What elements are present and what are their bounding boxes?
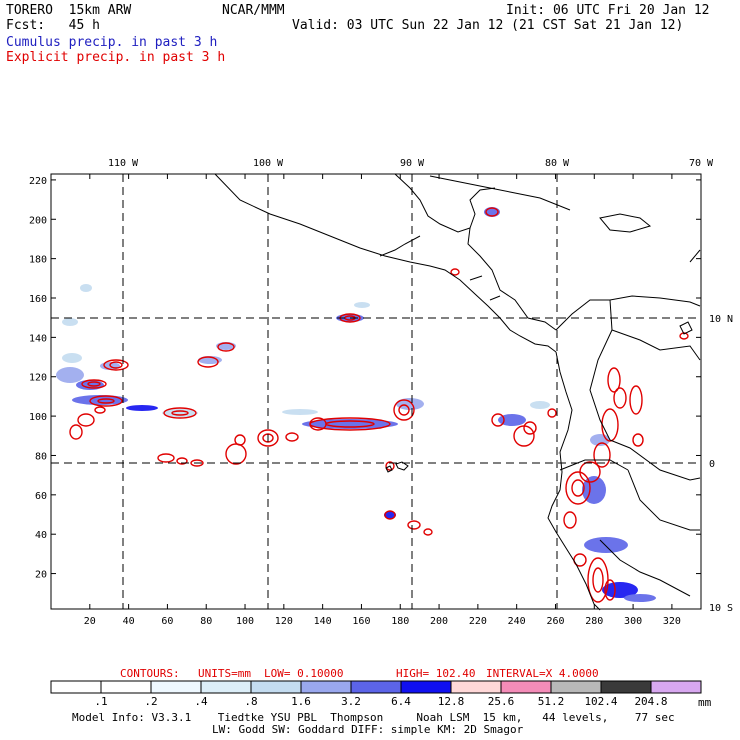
explicit-precip-contours <box>69 207 689 603</box>
contours-low: LOW= 0.10000 <box>264 667 343 680</box>
x-tick-label: 200 <box>430 616 448 627</box>
legend-value: .4 <box>194 695 208 708</box>
y-tick-label: 140 <box>29 333 47 344</box>
legend-value: .8 <box>244 695 257 708</box>
legend-value: 204.8 <box>634 695 667 708</box>
lon-label-80w: 80 W <box>545 158 570 169</box>
contours-high: HIGH= 102.40 <box>396 667 475 680</box>
legend-value: .1 <box>94 695 107 708</box>
x-tick-label: 20 <box>84 616 96 627</box>
y-tick-label: 160 <box>29 294 47 305</box>
y-tick-label: 200 <box>29 215 47 226</box>
cumulus-precip-shading <box>56 207 656 602</box>
field-cumulus-label: Cumulus precip. in past 3 h <box>6 35 218 50</box>
x-tick-label: 220 <box>469 616 487 627</box>
legend-swatch <box>200 680 252 694</box>
y-tick-label: 20 <box>35 570 47 581</box>
color-legend <box>50 680 702 694</box>
contours-label: CONTOURS: <box>120 667 180 680</box>
valid-time: Valid: 03 UTC Sun 22 Jan 12 (21 CST Sat … <box>292 18 684 33</box>
lon-label-90w: 90 W <box>400 158 425 169</box>
legend-swatch <box>250 680 302 694</box>
coastlines <box>214 173 701 611</box>
y-tick-label: 100 <box>29 412 47 423</box>
legend-value: 51.2 <box>538 695 565 708</box>
x-tick-label: 240 <box>508 616 526 627</box>
y-tick-label: 120 <box>29 373 47 384</box>
legend-swatch <box>100 680 152 694</box>
legend-value: 1.6 <box>291 695 311 708</box>
contours-units: UNITS=mm <box>198 667 251 680</box>
model-physics: LW: Godd SW: Goddard DIFF: simple KM: 2D… <box>212 723 524 736</box>
y-tick-label: 40 <box>35 530 47 541</box>
forecast-hour: Fcst: 45 h <box>6 18 100 33</box>
map-frame <box>50 173 702 610</box>
lon-label-70w: 70 W <box>689 158 714 169</box>
init-time: Init: 06 UTC Fri 20 Jan 12 <box>506 3 710 18</box>
legend-swatch <box>300 680 352 694</box>
model-info: Model Info: V3.3.1 Tiedtke YSU PBL Thomp… <box>72 711 675 724</box>
legend-swatch <box>350 680 402 694</box>
field-explicit-label: Explicit precip. in past 3 h <box>6 50 226 65</box>
lat-label-10n: 10 N <box>709 314 733 325</box>
legend-swatch <box>550 680 602 694</box>
model-title: TORERO 15km ARW <box>6 3 132 18</box>
lon-label-110w: 110 W <box>108 158 139 169</box>
legend-value: 25.6 <box>488 695 515 708</box>
y-tick-label: 60 <box>35 491 47 502</box>
x-tick-label: 280 <box>585 616 603 627</box>
x-tick-label: 260 <box>546 616 564 627</box>
legend-swatch <box>400 680 452 694</box>
legend-labels: .1 .2 .4 .8 1.6 3.2 6.4 12.8 25.6 51.2 102.4 204.8 <box>94 695 667 708</box>
x-tick-label: 140 <box>314 616 332 627</box>
x-tick-label: 300 <box>624 616 642 627</box>
legend-swatch <box>650 680 702 694</box>
x-tick-label: 180 <box>391 616 409 627</box>
x-tick-label: 120 <box>275 616 293 627</box>
y-tick-label: 80 <box>35 451 47 462</box>
legend-swatch <box>450 680 502 694</box>
x-tick-label: 320 <box>663 616 681 627</box>
legend-value: 12.8 <box>438 695 465 708</box>
legend-swatch <box>150 680 202 694</box>
legend-swatch <box>50 680 102 694</box>
legend-value: .2 <box>144 695 157 708</box>
legend-units: mm <box>698 696 712 709</box>
y-axis-ticks: 220 200 180 160 140 120 100 80 60 40 20 <box>29 176 701 581</box>
lon-label-100w: 100 W <box>253 158 284 169</box>
contours-interval: INTERVAL=X 4.0000 <box>486 667 599 680</box>
x-axis-ticks: 20 40 60 80 100 120 140 160 180 200 220 240 260 280 30… <box>84 174 681 627</box>
x-tick-label: 80 <box>200 616 212 627</box>
y-tick-label: 180 <box>29 255 47 266</box>
legend-value: 3.2 <box>341 695 361 708</box>
legend-swatch <box>500 680 552 694</box>
legend-value: 6.4 <box>391 695 411 708</box>
latlon-grid <box>51 174 701 609</box>
x-tick-label: 40 <box>123 616 135 627</box>
y-tick-label: 220 <box>29 176 47 187</box>
x-tick-label: 60 <box>161 616 173 627</box>
x-tick-label: 160 <box>352 616 370 627</box>
legend-swatch <box>600 680 652 694</box>
center-label: NCAR/MMM <box>222 3 285 18</box>
x-tick-label: 100 <box>236 616 254 627</box>
legend-value: 102.4 <box>584 695 617 708</box>
lat-label-10s: 10 S <box>709 603 733 614</box>
lat-label-0: 0 <box>709 459 715 470</box>
